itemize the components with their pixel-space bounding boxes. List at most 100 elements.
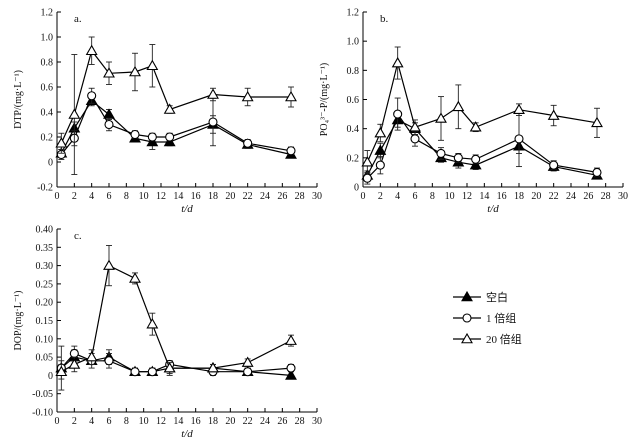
x-tick-label: 14 (173, 191, 183, 202)
data-point (374, 144, 387, 155)
x-tick-label: 6 (107, 416, 112, 427)
y-tick-label: 0.4 (347, 124, 360, 135)
x-tick-label: 16 (191, 416, 201, 427)
y-tick-label: 0.30 (36, 261, 54, 272)
data-point (361, 156, 374, 167)
data-point (147, 132, 157, 142)
y-axis-label: PO₄³⁻-P/(mg·L⁻¹) (319, 63, 330, 136)
data-point (435, 112, 447, 123)
series-line (366, 112, 598, 179)
y-axis-label: DTP/(mg·L⁻¹) (13, 70, 24, 129)
series-3 (361, 46, 603, 175)
data-point (285, 369, 297, 380)
data-point (207, 88, 219, 99)
y-tick-label: 1.2 (41, 8, 54, 19)
data-point (104, 356, 114, 366)
x-tick-label: 26 (277, 416, 287, 427)
y-tick-label: 0.15 (36, 316, 54, 327)
series-line (60, 99, 292, 156)
data-point (69, 348, 79, 358)
legend-label: 1 倍组 (486, 311, 516, 325)
x-tick-label: 6 (413, 191, 418, 202)
y-tick-label: 1.0 (41, 33, 54, 44)
x-tick-label: 4 (395, 191, 400, 202)
data-point (452, 100, 465, 112)
x-tick-label: 2 (72, 191, 77, 202)
x-tick-label: 24 (260, 191, 270, 202)
series-3 (55, 36, 297, 175)
legend-label: 20 倍组 (486, 332, 522, 346)
data-point (103, 67, 115, 78)
y-tick-label: 0.10 (36, 334, 54, 345)
x-tick-label: 2 (72, 416, 77, 427)
data-point (55, 137, 68, 148)
series-1 (55, 94, 297, 159)
data-point (146, 318, 159, 329)
data-point (514, 134, 524, 144)
y-tick-label: 0.8 (347, 66, 360, 77)
data-point (393, 109, 403, 119)
panel-title: c. (74, 230, 82, 242)
x-tick-label: 6 (107, 191, 112, 202)
y-tick-label: 0.05 (36, 353, 54, 364)
x-tick-label: 10 (139, 191, 149, 202)
x-tick-label: 12 (462, 191, 472, 202)
legend-marker (461, 332, 473, 344)
legend: 空白 1 倍组 20 倍组 (453, 290, 522, 346)
x-tick-label: 2 (378, 191, 383, 202)
y-axis-label: DOP/(mg·L⁻¹) (13, 291, 24, 351)
data-point (208, 117, 218, 127)
series-line (60, 94, 292, 155)
y-tick-label: -0.2 (37, 183, 53, 194)
x-tick-label: 18 (208, 191, 218, 202)
x-axis-label: t/d (181, 203, 193, 215)
x-tick-label: 28 (295, 191, 305, 202)
x-axis-label: t/d (181, 428, 193, 440)
data-point (469, 121, 482, 132)
legend-label: 空白 (486, 290, 508, 304)
x-tick-label: 24 (260, 416, 270, 427)
x-tick-label: 22 (549, 191, 559, 202)
series-2 (56, 87, 296, 160)
data-point (591, 116, 603, 128)
y-tick-label: 1.2 (347, 8, 360, 19)
x-tick-label: 8 (124, 191, 129, 202)
data-point (241, 356, 254, 367)
data-point (129, 65, 141, 77)
y-tick-label: 0.8 (41, 58, 54, 69)
x-tick-label: 10 (139, 416, 149, 427)
series-line (60, 49, 291, 144)
y-tick-label: -0.10 (32, 408, 53, 419)
data-point (471, 154, 481, 164)
x-tick-label: 16 (497, 191, 507, 202)
data-point (68, 108, 81, 119)
x-tick-label: 30 (618, 191, 628, 202)
series-line (60, 352, 292, 373)
data-point (286, 363, 296, 373)
data-point (286, 146, 296, 156)
data-point (68, 358, 81, 369)
data-point (104, 119, 114, 130)
data-point (547, 109, 560, 120)
data-point (103, 259, 115, 270)
y-tick-label: 0.2 (347, 153, 360, 164)
data-point (391, 56, 404, 68)
x-tick-label: 14 (479, 191, 489, 202)
y-tick-label: 0.20 (36, 298, 54, 309)
data-point (374, 126, 387, 138)
y-tick-label: 0.2 (41, 133, 54, 144)
y-tick-label: 0.6 (347, 95, 360, 106)
data-point (103, 108, 115, 119)
data-point (513, 103, 525, 115)
x-tick-label: 26 (277, 191, 287, 202)
data-point (243, 367, 253, 377)
data-point (147, 367, 157, 377)
data-point (592, 167, 602, 177)
x-tick-label: 18 (514, 191, 524, 202)
data-point (165, 132, 175, 142)
y-tick-label: 0.6 (41, 83, 54, 94)
y-tick-label: 0.4 (41, 108, 54, 119)
y-tick-label: 0.35 (36, 243, 54, 254)
legend-item: 1 倍组 (453, 311, 516, 325)
